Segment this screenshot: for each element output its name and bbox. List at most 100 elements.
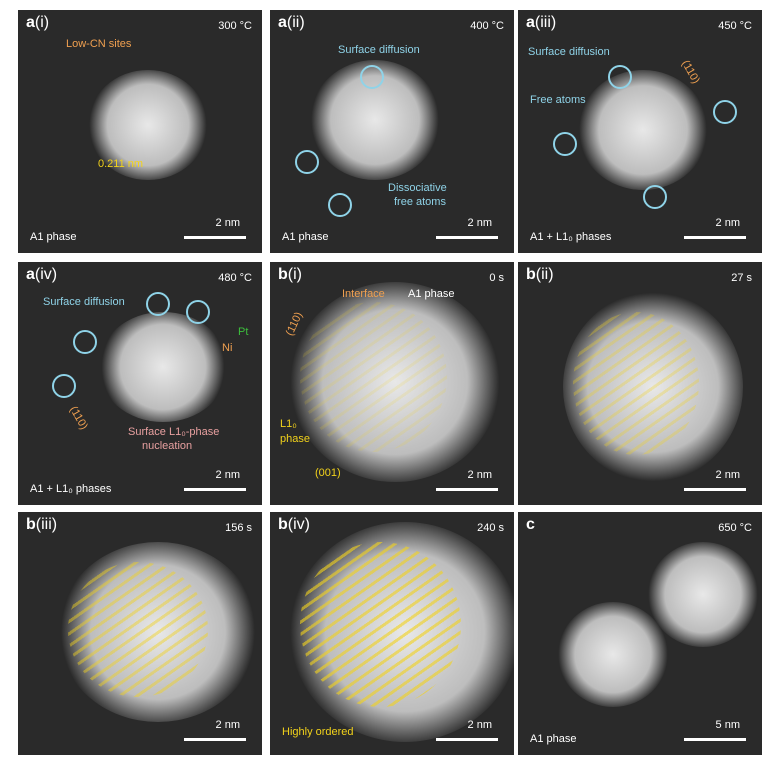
panel-sub: (iii) xyxy=(35,516,58,533)
scale-label: 2 nm xyxy=(215,719,240,731)
micrograph-panel: a(i) 300 °C A1 phase 2 nm Low-CN sites 0.211 … xyxy=(18,10,262,253)
scale-label: 5 nm xyxy=(715,719,740,731)
phase-label: A1 phase xyxy=(282,231,329,243)
scale-label: 2 nm xyxy=(215,217,240,229)
scale-bar xyxy=(184,236,246,239)
scale-label: 2 nm xyxy=(215,469,240,481)
panel-label: a(ii) xyxy=(278,14,305,32)
nanoparticle xyxy=(563,292,743,482)
highlight-circle xyxy=(328,193,352,217)
nanoparticle xyxy=(648,542,758,647)
highlight-circle xyxy=(295,150,319,174)
panel-sub: (iii) xyxy=(534,14,557,31)
annotation: Interface xyxy=(342,288,385,300)
panel-label: b(ii) xyxy=(526,266,554,284)
annotation: 0.211 nm xyxy=(98,158,144,170)
condition-label: 156 s xyxy=(225,522,252,534)
phase-label: A1 + L1₀ phases xyxy=(30,483,112,495)
condition-label: 450 °C xyxy=(718,20,752,32)
ordered-overlay xyxy=(573,312,699,455)
annotation: Surface diffusion xyxy=(528,46,610,58)
annotation: A1 phase xyxy=(408,288,455,300)
micrograph-panel: c 650 °C A1 phase 5 nm xyxy=(518,512,762,755)
scale-label: 2 nm xyxy=(467,719,492,731)
annotation: nucleation xyxy=(142,440,193,452)
panel-letter: a xyxy=(26,14,35,31)
micrograph-panel: b(iii) 156 s 2 nm xyxy=(18,512,262,755)
scale-label: 2 nm xyxy=(715,217,740,229)
scale-label: 2 nm xyxy=(467,217,492,229)
annotation: Pt xyxy=(238,326,249,338)
micrograph-panel: b(ii) 27 s 2 nm xyxy=(518,262,762,505)
condition-label: 240 s xyxy=(477,522,504,534)
annotation: Ni xyxy=(222,342,233,354)
panel-label: a(iv) xyxy=(26,266,57,284)
scale-bar xyxy=(684,738,746,741)
scale-label: 2 nm xyxy=(467,469,492,481)
panel-letter: a xyxy=(278,14,287,31)
scale-bar xyxy=(436,236,498,239)
condition-label: 400 °C xyxy=(470,20,504,32)
panel-sub: (iv) xyxy=(34,266,58,283)
ordered-overlay xyxy=(300,542,461,707)
annotation: phase xyxy=(280,433,310,445)
panel-sub: (ii) xyxy=(286,14,305,31)
annotation: Surface L1₀-phase xyxy=(128,426,220,438)
annotation: free atoms xyxy=(394,196,446,208)
panel-label: b(i) xyxy=(278,266,302,284)
nanoparticle xyxy=(578,70,708,190)
panel-sub: (iv) xyxy=(287,516,310,533)
highlight-circle xyxy=(52,374,76,398)
highlight-circle xyxy=(360,65,384,89)
panel-letter: a xyxy=(526,14,535,31)
condition-label: 0 s xyxy=(489,272,504,284)
scale-label: 2 nm xyxy=(715,469,740,481)
panel-letter: a xyxy=(26,266,35,283)
phase-label: A1 phase xyxy=(530,733,577,745)
annotation: Dissociative xyxy=(388,182,447,194)
condition-label: 650 °C xyxy=(718,522,752,534)
condition-label: 300 °C xyxy=(218,20,252,32)
scale-bar xyxy=(184,738,246,741)
annotation: Surface diffusion xyxy=(338,44,420,56)
panel-letter: b xyxy=(278,516,288,533)
micrograph-panel: b(iv) 240 s 2 nm Highly ordered xyxy=(270,512,514,755)
micrograph-panel: a(iii) 450 °C A1 + L1₀ phases 2 nm Surface d… xyxy=(518,10,762,253)
scale-bar xyxy=(684,488,746,491)
micrograph-panel: a(ii) 400 °C A1 phase 2 nm Surface diffusion… xyxy=(270,10,514,253)
annotation: Free atoms xyxy=(530,94,586,106)
condition-label: 480 °C xyxy=(218,272,252,284)
nanoparticle xyxy=(98,312,228,422)
panel-letter: b xyxy=(26,516,36,533)
annotation: L1₀ xyxy=(280,418,297,430)
highlight-circle xyxy=(186,300,210,324)
ordered-overlay xyxy=(68,562,208,697)
nanoparticle xyxy=(88,70,208,180)
phase-label: A1 phase xyxy=(30,231,77,243)
annotation: (110) xyxy=(67,404,90,432)
panel-label: a(iii) xyxy=(526,14,556,32)
panel-sub: (i) xyxy=(287,266,302,283)
panel-label: c xyxy=(526,516,535,534)
micrograph-panel: a(iv) 480 °C A1 + L1₀ phases 2 nm Surface di… xyxy=(18,262,262,505)
annotation: Surface diffusion xyxy=(43,296,125,308)
annotation: Highly ordered xyxy=(282,726,354,738)
panel-sub: (ii) xyxy=(535,266,554,283)
panel-label: b(iv) xyxy=(278,516,310,534)
highlight-circle xyxy=(73,330,97,354)
highlight-circle xyxy=(643,185,667,209)
ordered-overlay xyxy=(300,302,447,452)
scale-bar xyxy=(436,738,498,741)
nanoparticle xyxy=(558,602,668,707)
nanoparticle xyxy=(290,282,500,482)
nanoparticle xyxy=(58,542,258,722)
panel-letter: b xyxy=(278,266,288,283)
panel-sub: (i) xyxy=(34,14,50,31)
annotation: (001) xyxy=(315,467,341,479)
panel-label: b(iii) xyxy=(26,516,57,534)
scale-bar xyxy=(436,488,498,491)
annotation: Low-CN sites xyxy=(66,38,132,50)
panel-label: a(i) xyxy=(26,14,49,32)
